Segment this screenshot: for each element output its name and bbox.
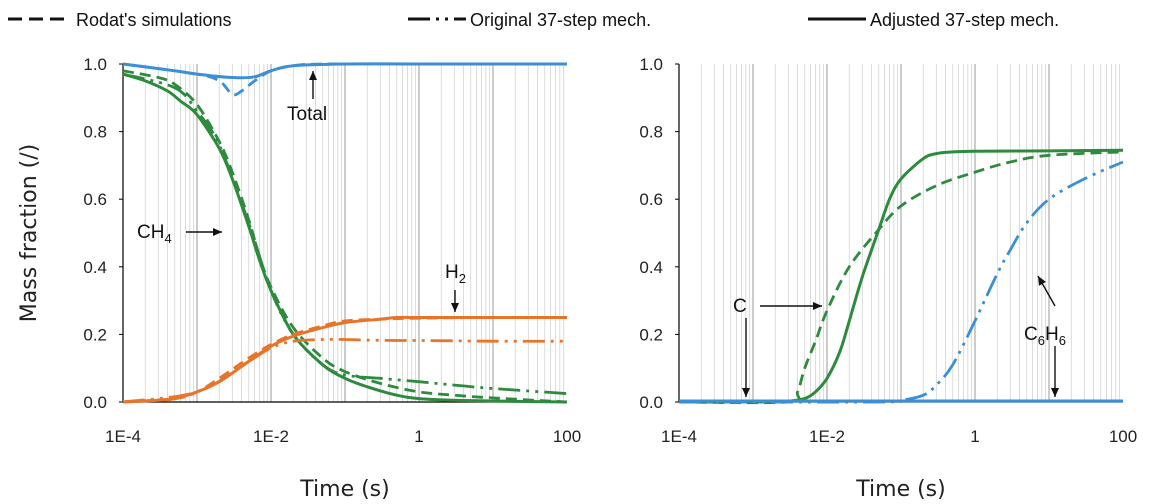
x-tick-label: 1E-2	[253, 427, 289, 446]
legend-label: Rodat's simulations	[76, 10, 232, 30]
gridlines	[700, 64, 1121, 402]
annotation-ch4-label: CH4​	[137, 222, 172, 246]
legend-label: Adjusted 37-step mech.	[870, 10, 1059, 30]
annotation-h2-label: H2​	[445, 262, 466, 286]
y-tick-label: 0.0	[639, 393, 663, 412]
x-tick-label: 100	[553, 427, 581, 446]
y-tick-label: 0.4	[639, 258, 663, 277]
y-axis-title: Mass fraction (/)	[17, 144, 42, 322]
series-group	[678, 148, 1124, 405]
x-tick-label: 1E-4	[661, 427, 697, 446]
y-tick-label: 1.0	[639, 55, 663, 74]
y-tick-label: 1.0	[83, 55, 107, 74]
annotation-c-label: C	[733, 296, 747, 317]
x-axis-title: Time (s)	[855, 477, 945, 502]
annotations: C C6​H6​	[733, 275, 1066, 397]
left-chart-panel: 0.0 0.2 0.4 0.6 0.8 1.0 1E-4 1E-2 1 100 Time (s) Ma…	[17, 55, 581, 502]
annotation-c-arrow-down-head	[742, 388, 750, 397]
series-group	[122, 62, 568, 404]
annotations: Total CH4​ H2​	[137, 71, 466, 312]
annotation-ch4-arrow-head	[213, 228, 222, 236]
y-tick-label: 0.8	[83, 123, 107, 142]
y-tick-label: 0.0	[83, 393, 107, 412]
y-tick-label: 0.8	[639, 123, 663, 142]
legend: Rodat's simulations Original 37-step mech…	[8, 10, 1059, 30]
gridlines	[144, 64, 565, 402]
series-h2-dash-dot-dot	[122, 337, 568, 404]
x-tick-label: 1E-2	[809, 427, 845, 446]
y-tick-label: 0.6	[639, 190, 663, 209]
annotation-c6h6-arrow-up-head	[1038, 276, 1046, 286]
x-axis-title: Time (s)	[299, 477, 389, 502]
x-tick-label: 1E-4	[105, 427, 141, 446]
annotation-total-arrow-head	[309, 71, 317, 80]
series-ch4-dash-dot-dot	[122, 72, 568, 395]
x-tick-label: 1	[414, 427, 423, 446]
y-tick-label: 0.4	[83, 258, 107, 277]
series-c-dashed	[678, 150, 1124, 405]
y-tick-label: 0.2	[83, 325, 107, 344]
series-total-dashed	[122, 62, 567, 97]
annotation-total-label: Total	[287, 104, 327, 125]
annotation-h2-arrow-head	[451, 303, 459, 312]
annotation-c-arrow-right-head	[813, 302, 822, 310]
annotation-c6h6-label: C6​H6​	[1024, 324, 1066, 348]
y-tick-label: 0.6	[83, 190, 107, 209]
legend-label: Original 37-step mech.	[470, 10, 651, 30]
annotation-c6h6-arrow-down-head	[1051, 388, 1059, 397]
x-tick-label: 1	[970, 427, 979, 446]
y-tick-label: 0.2	[639, 325, 663, 344]
x-tick-label: 100	[1109, 427, 1137, 446]
